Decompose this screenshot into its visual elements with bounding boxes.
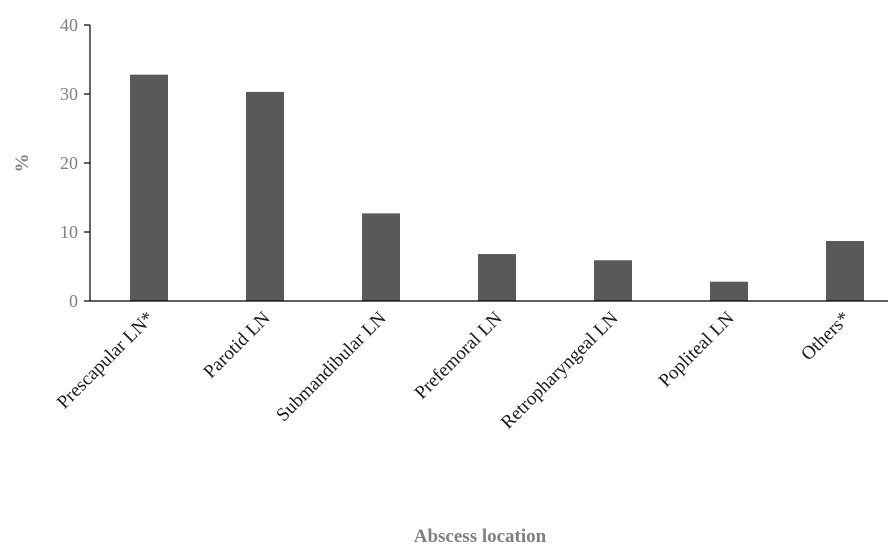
bars xyxy=(130,74,864,302)
y-axis-title: % xyxy=(12,154,33,173)
bar xyxy=(362,213,400,301)
x-axis-title: Abscess location xyxy=(414,526,547,547)
bar xyxy=(246,91,284,302)
x-category-label: Parotid LN xyxy=(200,307,275,382)
bar xyxy=(594,260,632,301)
bar xyxy=(130,74,168,302)
y-tick-label: 20 xyxy=(60,153,78,173)
x-category-label: Prescapular LN* xyxy=(53,308,159,414)
bar xyxy=(826,240,864,301)
x-category-label: Submandibular LN xyxy=(272,307,390,425)
y-axis: 0 10 20 30 40 xyxy=(60,15,91,311)
x-category-label: Prefemoral LN xyxy=(411,307,507,403)
y-tick-label: 30 xyxy=(60,84,78,104)
y-tick-label: 10 xyxy=(60,222,78,242)
x-category-label: Retropharyngeal LN xyxy=(497,307,623,433)
y-tick-label: 0 xyxy=(69,291,78,311)
x-category-label: Popliteal LN xyxy=(655,307,739,391)
bar xyxy=(478,254,516,301)
x-category-label: Others* xyxy=(797,308,854,365)
y-tick-label: 40 xyxy=(60,15,78,35)
bar xyxy=(710,281,748,301)
